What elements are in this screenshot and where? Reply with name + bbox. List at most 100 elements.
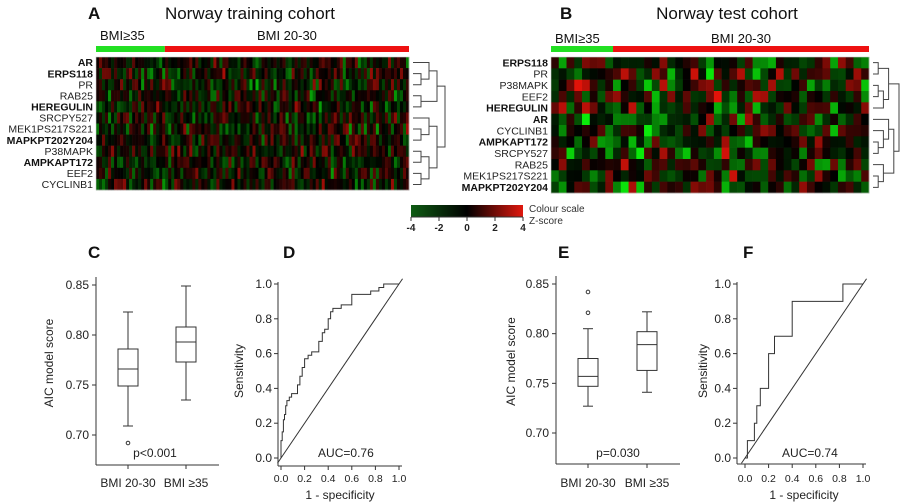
heatmap-cell bbox=[186, 101, 190, 113]
heatmap-cell bbox=[135, 112, 139, 124]
heatmap-cell bbox=[258, 156, 262, 169]
y-tick-label: 0.0 bbox=[714, 451, 731, 465]
heatmap-cell bbox=[204, 156, 208, 169]
heatmap-cell bbox=[198, 156, 202, 169]
heatmap-cell bbox=[210, 112, 214, 124]
heatmap-cell bbox=[150, 101, 154, 113]
heatmap-cell bbox=[261, 68, 265, 80]
heatmap-cell bbox=[760, 102, 769, 114]
heatmap-cell bbox=[186, 79, 190, 91]
heatmap-cell bbox=[246, 112, 250, 124]
heatmap-cell bbox=[321, 79, 326, 91]
heatmap-cell bbox=[760, 136, 769, 148]
heatmap-cell bbox=[270, 156, 274, 169]
heatmap-cell bbox=[246, 90, 250, 102]
heatmap-cell bbox=[243, 123, 247, 135]
heatmap-cell bbox=[237, 156, 241, 169]
heatmap-cell bbox=[721, 79, 730, 92]
heatmap-cell bbox=[363, 101, 368, 113]
heatmap-cell bbox=[180, 57, 184, 69]
heatmap-cell bbox=[174, 145, 178, 158]
heatmap-cell bbox=[207, 134, 211, 146]
heatmap-cell bbox=[114, 167, 118, 180]
y-axis-label: Sensitivity bbox=[696, 344, 710, 398]
heatmap-cell bbox=[737, 57, 746, 69]
heatmap-cell bbox=[300, 156, 304, 169]
heatmap-cell bbox=[589, 125, 598, 137]
heatmap-cell bbox=[141, 57, 145, 69]
row-label: HEREGULIN bbox=[31, 102, 93, 114]
heatmap-cell bbox=[162, 68, 166, 80]
heatmap-cell bbox=[237, 145, 241, 158]
heatmap-cell bbox=[216, 167, 220, 180]
heatmap-cell bbox=[189, 68, 193, 80]
iqr-box bbox=[117, 348, 139, 387]
heatmap-cell bbox=[183, 134, 187, 146]
heatmap-cell bbox=[306, 134, 310, 146]
heatmap-cell bbox=[659, 125, 668, 137]
heatmap-cell bbox=[111, 57, 115, 69]
heatmap-cell bbox=[138, 79, 142, 91]
heatmap-cell bbox=[837, 147, 847, 160]
heatmap-cell bbox=[189, 145, 193, 158]
heatmap-cell bbox=[114, 79, 118, 91]
heatmap-cell bbox=[744, 125, 753, 137]
heatmap-cell bbox=[814, 102, 823, 114]
heatmap-cell bbox=[240, 57, 244, 69]
heatmap-cell bbox=[737, 102, 746, 114]
heatmap-cell bbox=[225, 123, 229, 135]
heatmap-cell bbox=[162, 123, 166, 135]
heatmap-cell bbox=[201, 112, 205, 124]
heatmap-cell bbox=[180, 145, 184, 158]
heatmap-cell bbox=[613, 136, 622, 148]
heatmap-cell bbox=[845, 68, 854, 80]
heatmap-cell bbox=[336, 123, 341, 135]
group-bar-segment bbox=[96, 46, 165, 52]
heatmap-cell bbox=[393, 112, 398, 124]
heatmap-cell bbox=[342, 167, 347, 180]
row-label: AR bbox=[78, 57, 94, 69]
roc-curve bbox=[745, 283, 863, 459]
heatmap-cell bbox=[282, 112, 286, 124]
heatmap-cell bbox=[375, 90, 380, 102]
p-value-label: p=0.030 bbox=[596, 446, 640, 460]
heatmap-cell bbox=[814, 57, 823, 69]
heatmap-cell bbox=[153, 145, 157, 158]
heatmap-cell bbox=[713, 79, 722, 92]
heatmap-cell bbox=[366, 178, 371, 191]
heatmap-cell bbox=[354, 90, 359, 102]
heatmap-cell bbox=[234, 123, 238, 135]
heatmap-cell bbox=[285, 79, 289, 91]
heatmap-cell bbox=[318, 167, 323, 180]
heatmap-cell bbox=[216, 101, 220, 113]
heatmap-cell bbox=[264, 57, 268, 69]
heatmap-cell bbox=[240, 167, 244, 180]
heatmap-cell bbox=[822, 125, 831, 137]
heatmap-cell bbox=[186, 112, 190, 124]
heatmap-cell bbox=[378, 57, 383, 69]
heatmap-cell bbox=[775, 125, 784, 137]
heatmap-cell bbox=[279, 156, 283, 169]
box-1 bbox=[175, 285, 197, 401]
heatmap-cell bbox=[162, 79, 166, 91]
heatmap-cell bbox=[249, 178, 253, 191]
heatmap-cell bbox=[138, 156, 142, 169]
heatmap-cell bbox=[111, 90, 115, 102]
heatmap-cell bbox=[186, 178, 190, 191]
heatmap-cell bbox=[201, 101, 205, 113]
heatmap-cell bbox=[628, 91, 637, 103]
heatmap-cell bbox=[336, 167, 341, 180]
heatmap-cell bbox=[589, 91, 598, 103]
heatmap-cell bbox=[814, 91, 823, 103]
heatmap-cell bbox=[775, 91, 784, 103]
heatmap-cell bbox=[620, 79, 629, 92]
heatmap-cell bbox=[282, 101, 286, 113]
heatmap-cell bbox=[126, 68, 130, 80]
heatmap-cell bbox=[183, 156, 187, 169]
heatmap-cell bbox=[399, 156, 404, 169]
heatmap-cell bbox=[775, 79, 784, 92]
y-tick-label: 0.8 bbox=[714, 312, 731, 326]
heatmap-cell bbox=[180, 112, 184, 124]
heatmap-cell bbox=[300, 79, 304, 91]
